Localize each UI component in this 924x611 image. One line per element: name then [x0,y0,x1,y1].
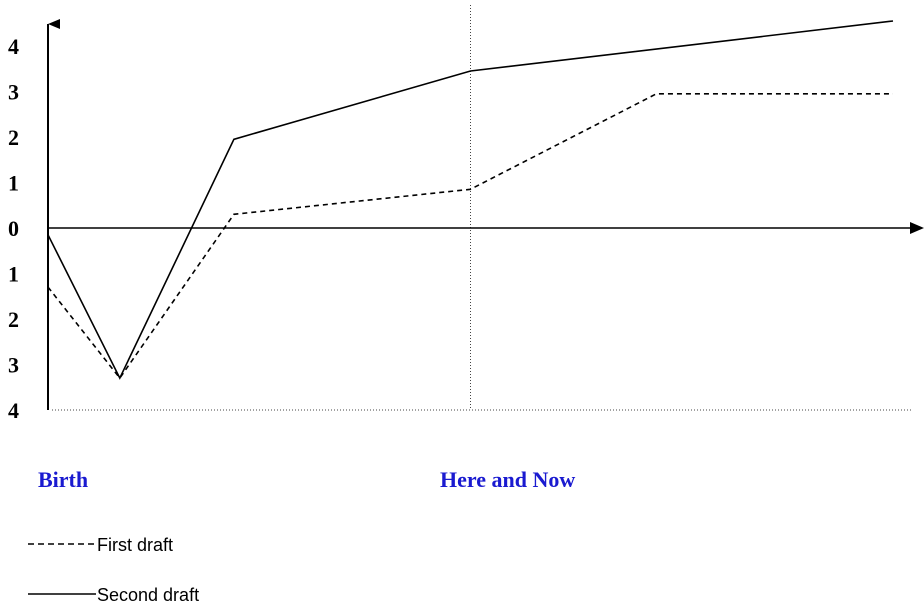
y-tick-label: 3 [8,80,19,105]
series-line-second-draft [47,20,894,380]
legend-label: First draft [97,535,173,555]
x-labels: Birth Here and Now [38,467,575,492]
legend-label: Second draft [97,585,199,605]
series-layer [47,20,894,380]
legend: First draft Second draft [28,535,199,605]
x-axis-arrow [910,222,924,234]
y-tick-label: 2 [8,125,19,150]
series-line-first-draft [47,93,893,380]
y-tick-label: 1 [8,262,19,287]
axes [47,19,924,410]
y-tick-label: 3 [8,353,19,378]
y-tick-label: 1 [8,171,19,196]
x-label: Here and Now [440,467,575,492]
y-tick-label: 0 [8,216,19,241]
y-tick-label: 2 [8,307,19,332]
x-label: Birth [38,467,88,492]
y-tick-label: 4 [8,398,19,423]
reference-lines [52,5,912,411]
y-tick-label: 4 [8,34,19,59]
y-tick-labels: 4 3 2 1 0 1 2 3 4 [8,34,19,423]
